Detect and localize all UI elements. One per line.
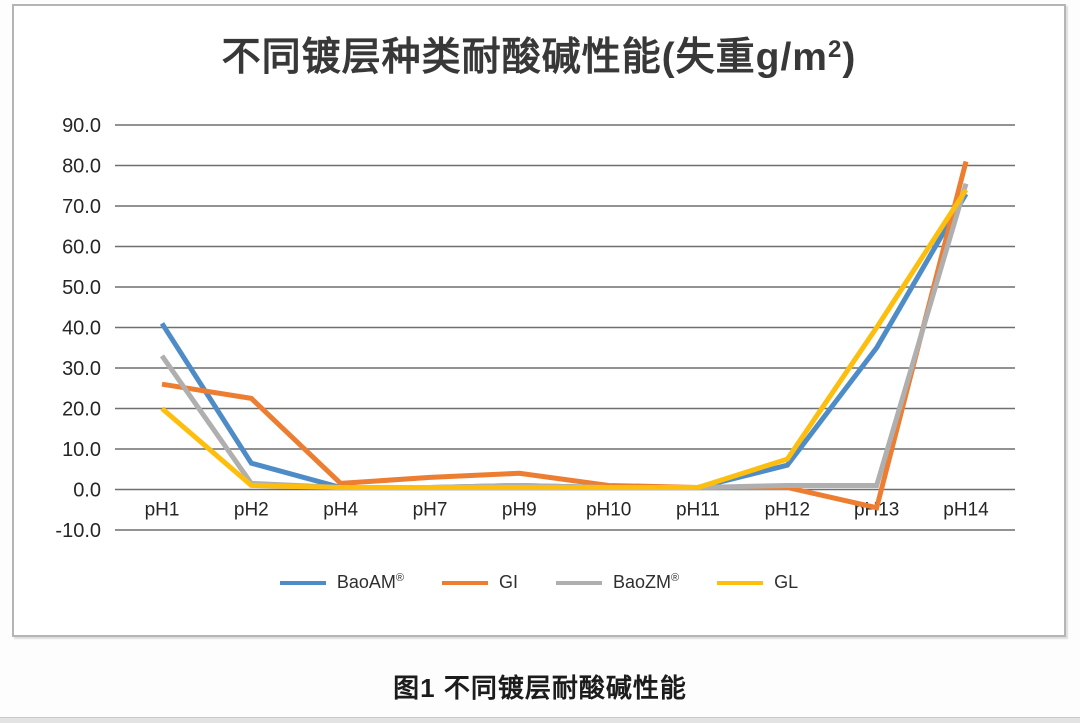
legend-label-BaoAM: BaoAM® [336,572,404,592]
x-tick-label: pH10 [586,500,631,521]
legend-item-GL: GL [717,572,798,593]
line-chart: 90.0 80.0 70.0 60.0 50.0 40.0 30.0 20.0 10.0 0.0 -… [55,115,1015,542]
y-tick-label: 60.0 [62,237,101,259]
chart-legend: BaoAM® GI BaoZM® GL [14,572,1064,593]
chart-title-superscript: 2 [827,36,843,63]
y-tick-label: -10.0 [55,520,101,542]
x-tick-label: pH9 [502,500,537,521]
legend-swatch-BaoAM [279,580,326,585]
legend-label-GL: GL [774,572,799,592]
series-line-BaoZM [159,183,969,490]
legend-item-BaoAM: BaoAM® [279,572,404,593]
legend-label-superscript: ® [395,572,404,584]
series-line-BaoAM [159,192,969,490]
legend-swatch-GI [441,580,488,585]
bottom-strip [0,717,1080,723]
series-line-GI [161,160,969,511]
chart-title-close: ) [842,36,857,79]
series-line-GL [160,188,969,490]
x-tick-label: pH12 [765,500,810,521]
x-tick-label: pH1 [145,500,180,521]
chart-panel: 不同镀层种类耐酸碱性能(失重g/m2) 90.0 80.0 70.0 60.0 50.0… [12,4,1066,637]
legend-label-BaoZM: BaoZM® [613,572,680,592]
y-tick-label: 0.0 [73,480,101,502]
x-tick-label: pH11 [676,500,720,521]
legend-item-BaoZM: BaoZM® [556,572,679,593]
x-tick-label: pH2 [234,500,269,521]
legend-swatch-BaoZM [556,580,602,585]
x-tick-label: pH14 [943,500,989,521]
x-tick-label: pH7 [413,500,448,521]
y-tick-label: 80.0 [62,156,101,178]
y-tick-label: 70.0 [62,196,101,218]
legend-swatch-GL [717,580,764,585]
y-tick-label: 20.0 [62,399,101,421]
y-tick-label: 50.0 [62,277,101,299]
y-tick-label: 10.0 [62,439,101,461]
legend-label-superscript: ® [671,572,680,584]
figure-caption: 图1 不同镀层耐酸碱性能 [393,673,687,703]
y-tick-label: 90.0 [62,115,101,137]
chart-title: 不同镀层种类耐酸碱性能(失重g/m2) [14,26,1064,82]
legend-item-GI: GI [441,572,518,593]
y-tick-label: 40.0 [62,318,101,340]
chart-title-text: 不同镀层种类耐酸碱性能(失重g/m [221,36,828,79]
x-tick-label: pH4 [323,500,358,521]
legend-label-GI: GI [498,572,518,592]
y-tick-label: 30.0 [62,358,101,380]
